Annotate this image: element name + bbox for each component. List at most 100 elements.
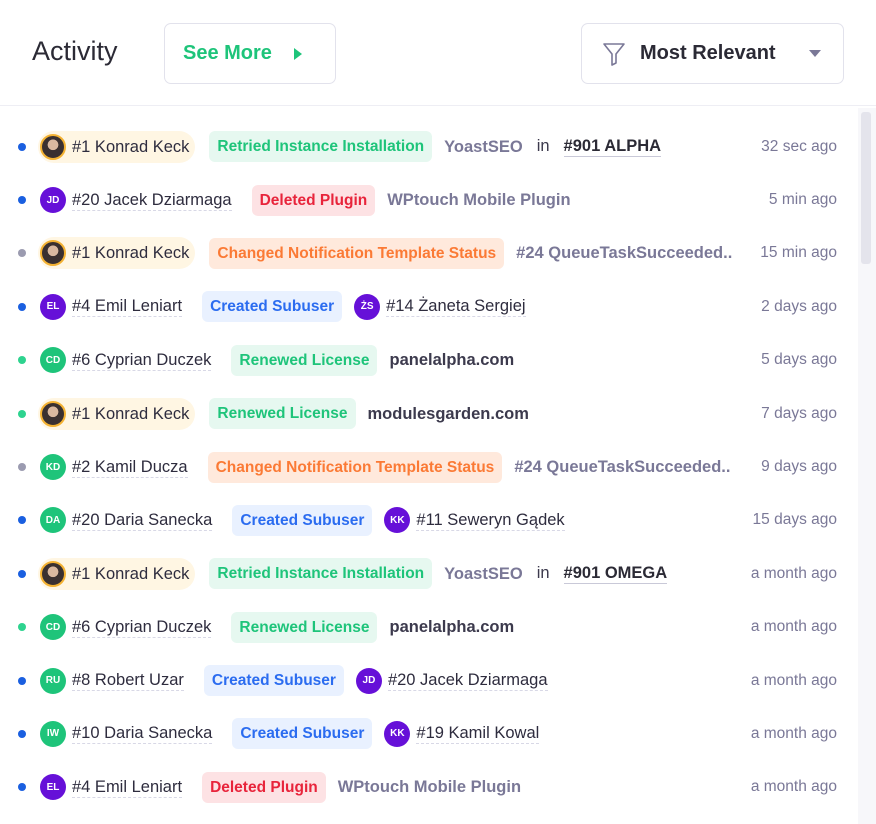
actor-user-link[interactable]: CD #6 Cyprian Duczek: [38, 344, 217, 376]
activity-row: #1 Konrad Keck Retried Instance Installat…: [0, 547, 856, 600]
actor-name: #10 Daria Sanecka: [72, 724, 213, 745]
actor-name: #1 Konrad Keck: [72, 244, 190, 263]
actor-user-link[interactable]: #1 Konrad Keck: [38, 397, 196, 430]
timestamp: 32 sec ago: [761, 137, 837, 155]
timestamp: 2 days ago: [761, 297, 837, 315]
actor-user-link[interactable]: DA #20 Daria Sanecka: [38, 504, 218, 536]
see-more-button[interactable]: See More: [164, 23, 336, 84]
actor-name: #20 Jacek Dziarmaga: [72, 190, 232, 211]
actor-user-link[interactable]: EL #4 Emil Leniart: [38, 291, 188, 323]
in-label: in: [536, 137, 550, 156]
actor-user-link[interactable]: EL #4 Emil Leniart: [38, 771, 188, 803]
actor-user-link[interactable]: RU #8 Robert Uzar: [38, 665, 190, 697]
sort-dropdown[interactable]: Most Relevant: [581, 23, 844, 84]
action-badge: Changed Notification Template Status: [207, 451, 503, 483]
timestamp: 5 min ago: [768, 191, 837, 209]
activity-row: IW #10 Daria Sanecka Created Subuser KK #19 …: [0, 707, 856, 760]
status-dot: [18, 623, 26, 632]
target-user-link[interactable]: ŻS #14 Żaneta Sergiej: [354, 293, 526, 320]
activity-row: #1 Konrad Keck Retried Instance Installat…: [0, 120, 856, 173]
activity-header: Activity See More Most Relevant: [0, 0, 876, 106]
activity-details: Created Subuser ŻS #14 Żaneta Sergiej: [202, 291, 526, 323]
actor-user-link[interactable]: CD #6 Cyprian Duczek: [38, 611, 217, 643]
activity-row: JD #20 Jacek Dziarmaga Deleted Plugin WPtou…: [0, 173, 856, 226]
activity-details: Retried Instance Installation YoastSEO in #…: [209, 131, 662, 163]
scrollbar-thumb[interactable]: [861, 112, 871, 264]
actor-user-link[interactable]: #1 Konrad Keck: [38, 130, 196, 163]
actor-name: #1 Konrad Keck: [72, 404, 190, 423]
action-badge: Deleted Plugin: [251, 184, 376, 216]
activity-row: DA #20 Daria Sanecka Created Subuser KK #11 …: [0, 494, 856, 547]
activity-row: CD #6 Cyprian Duczek Renewed License panela…: [0, 334, 856, 387]
target-user-link[interactable]: JD #20 Jacek Dziarmaga: [355, 667, 548, 694]
action-badge: Created Subuser: [232, 504, 373, 536]
action-badge: Created Subuser: [232, 718, 373, 750]
avatar: EL: [40, 774, 66, 801]
timestamp: 5 days ago: [761, 351, 837, 369]
avatar: [40, 133, 66, 160]
target-user-link[interactable]: KK #19 Kamil Kowal: [384, 720, 540, 747]
avatar: JD: [355, 667, 382, 694]
target-label: modulesgarden.com: [367, 404, 529, 423]
activity-details: Changed Notification Template Status #24 …: [209, 237, 733, 269]
actor-name: #6 Cyprian Duczek: [72, 350, 212, 371]
action-badge: Changed Notification Template Status: [209, 237, 505, 269]
timestamp: 9 days ago: [761, 458, 837, 476]
avatar: [40, 560, 66, 587]
activity-row: KD #2 Kamil Ducza Changed Notification Tem…: [0, 440, 856, 493]
action-badge: Created Subuser: [203, 665, 344, 697]
status-dot: [18, 142, 26, 151]
actor-name: #6 Cyprian Duczek: [72, 617, 212, 638]
actor-user-link[interactable]: IW #10 Daria Sanecka: [38, 718, 218, 750]
actor-name: #4 Emil Leniart: [72, 297, 183, 318]
target-user-name: #11 Seweryn Gądek: [416, 510, 565, 531]
status-dot: [18, 463, 26, 472]
actor-name: #1 Konrad Keck: [72, 137, 190, 156]
activity-row: EL #4 Emil Leniart Deleted Plugin WPtouch M…: [0, 761, 856, 814]
timestamp: a month ago: [750, 671, 837, 689]
timestamp: 7 days ago: [761, 404, 837, 422]
target-label: WPtouch Mobile Plugin: [387, 191, 571, 210]
status-dot: [18, 783, 26, 792]
actor-user-link[interactable]: KD #2 Kamil Ducza: [38, 451, 194, 483]
action-badge: Deleted Plugin: [202, 771, 326, 803]
target-user-name: #19 Kamil Kowal: [416, 724, 540, 745]
instance-link[interactable]: #901 OMEGA: [563, 563, 668, 584]
activity-details: Renewed License modulesgarden.com: [209, 398, 529, 430]
actor-name: #8 Robert Uzar: [72, 671, 184, 692]
activity-row: #1 Konrad Keck Changed Notification Templ…: [0, 227, 856, 280]
filter-icon: [603, 42, 625, 66]
status-dot: [18, 569, 26, 578]
action-badge: Renewed License: [231, 344, 378, 376]
activity-details: Created Subuser KK #11 Seweryn Gądek: [232, 504, 565, 536]
avatar: KK: [384, 507, 411, 534]
timestamp: a month ago: [750, 618, 837, 636]
activity-details: Created Subuser JD #20 Jacek Dziarmaga: [203, 665, 548, 697]
action-badge: Retried Instance Installation: [209, 558, 433, 590]
instance-link[interactable]: #901 ALPHA: [563, 136, 662, 157]
target-label: #24 QueueTaskSucceeded..: [516, 244, 733, 263]
target-label: #24 QueueTaskSucceeded..: [514, 458, 731, 477]
actor-user-link[interactable]: #1 Konrad Keck: [38, 557, 196, 590]
actor-user-link[interactable]: #1 Konrad Keck: [38, 237, 196, 270]
activity-row: EL #4 Emil Leniart Created Subuser ŻS #14 Ża…: [0, 280, 856, 333]
avatar: IW: [40, 720, 66, 747]
activity-details: Retried Instance Installation YoastSEO in #…: [209, 558, 668, 590]
target-user-link[interactable]: KK #11 Seweryn Gądek: [384, 507, 565, 534]
status-dot: [18, 516, 26, 525]
scrollbar[interactable]: [858, 108, 876, 824]
status-dot: [18, 196, 26, 205]
target-label: panelalpha.com: [389, 351, 515, 370]
status-dot: [18, 249, 26, 258]
activity-details: Changed Notification Template Status #24 …: [207, 451, 731, 483]
target-user-name: #14 Żaneta Sergiej: [386, 297, 526, 318]
activity-row: CD #6 Cyprian Duczek Renewed License panela…: [0, 601, 856, 654]
see-more-label: See More: [183, 42, 272, 64]
status-dot: [18, 729, 26, 738]
timestamp: 15 days ago: [752, 511, 837, 529]
avatar: CD: [40, 614, 66, 641]
actor-name: #4 Emil Leniart: [72, 777, 183, 798]
actor-user-link[interactable]: JD #20 Jacek Dziarmaga: [38, 184, 238, 216]
target-label: panelalpha.com: [389, 618, 515, 637]
caret-down-icon: [809, 50, 821, 57]
